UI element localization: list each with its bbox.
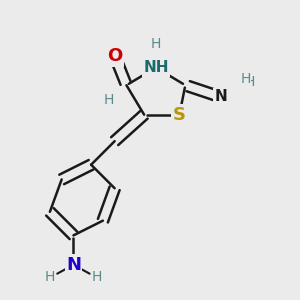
Text: H: H: [151, 37, 161, 51]
Text: NH: NH: [143, 60, 169, 75]
Text: H: H: [92, 270, 102, 283]
Text: N: N: [66, 256, 81, 274]
Text: S: S: [173, 106, 186, 124]
Text: H: H: [241, 72, 251, 86]
Text: H: H: [103, 93, 114, 107]
Text: H: H: [245, 75, 255, 89]
Text: N: N: [214, 89, 227, 104]
Text: H: H: [103, 93, 114, 107]
Text: H: H: [45, 270, 55, 283]
Text: O: O: [107, 47, 122, 65]
